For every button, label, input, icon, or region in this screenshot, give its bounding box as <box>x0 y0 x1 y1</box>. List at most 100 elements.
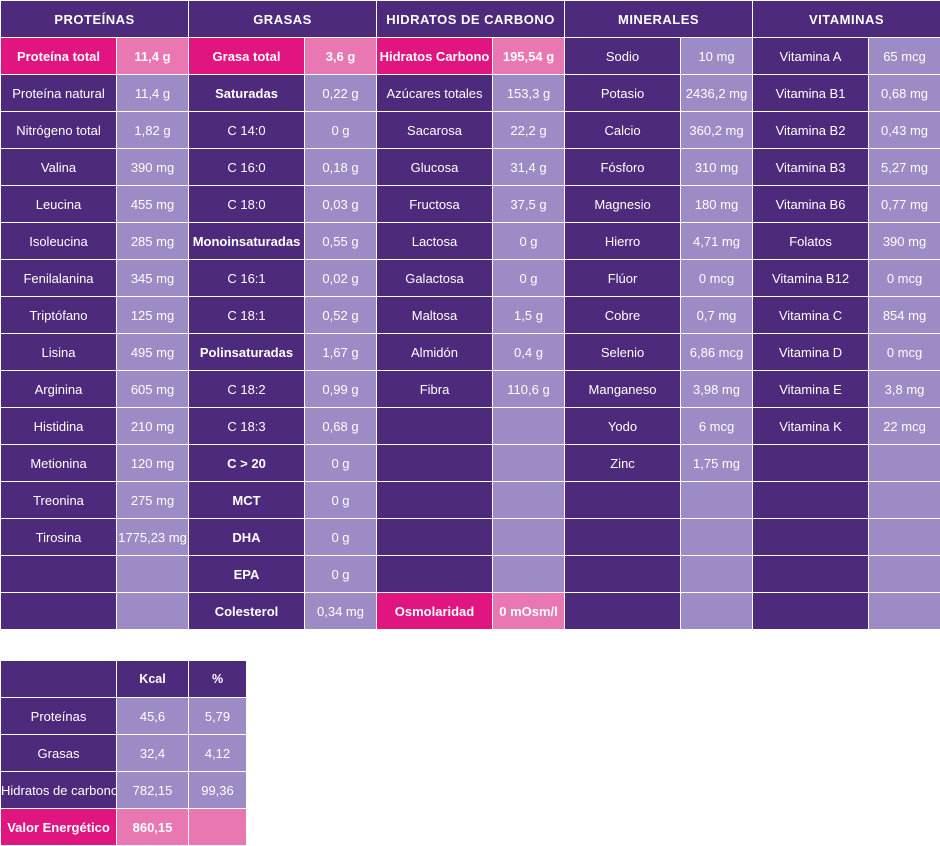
proteina-name-cell: Treonina <box>1 482 117 519</box>
proteina-value-cell: 605 mg <box>117 371 189 408</box>
hidrato-value-cell: 31,4 g <box>493 149 565 186</box>
vitamina-name-cell <box>753 593 869 630</box>
grasa-value-cell: 0 g <box>305 112 377 149</box>
mineral-value-cell: 180 mg <box>681 186 753 223</box>
mineral-name-cell: Calcio <box>565 112 681 149</box>
mineral-value-cell <box>681 556 753 593</box>
energy-kcal-cell: 32,4 <box>117 735 189 772</box>
proteina-name-cell: Proteína natural <box>1 75 117 112</box>
vitamina-value-cell: 65 mcg <box>869 38 940 75</box>
hidrato-value-cell: 153,3 g <box>493 75 565 112</box>
vitamina-name-cell: Vitamina B6 <box>753 186 869 223</box>
section-header-minerales: MINERALES <box>565 1 753 38</box>
energy-percent-cell <box>189 809 247 846</box>
energy-percent-cell: 4,12 <box>189 735 247 772</box>
vitamina-name-cell: Vitamina E <box>753 371 869 408</box>
hidrato-name-cell: Fructosa <box>377 186 493 223</box>
vitamina-value-cell <box>869 482 940 519</box>
mineral-name-cell: Sodio <box>565 38 681 75</box>
proteina-value-cell: 1,82 g <box>117 112 189 149</box>
energy-kcal-cell: 45,6 <box>117 698 189 735</box>
vitamina-value-cell: 0,68 mg <box>869 75 940 112</box>
hidrato-name-cell: Glucosa <box>377 149 493 186</box>
vitamina-value-cell: 390 mg <box>869 223 940 260</box>
proteina-name-cell: Valina <box>1 149 117 186</box>
proteina-value-cell: 11,4 g <box>117 75 189 112</box>
hidrato-name-cell: Almidón <box>377 334 493 371</box>
vitamina-name-cell <box>753 445 869 482</box>
proteina-value-cell: 120 mg <box>117 445 189 482</box>
proteina-name-cell: Triptófano <box>1 297 117 334</box>
mineral-value-cell: 0 mcg <box>681 260 753 297</box>
energy-header-percent: % <box>189 661 247 698</box>
hidrato-value-cell <box>493 445 565 482</box>
vitamina-name-cell <box>753 519 869 556</box>
mineral-name-cell: Selenio <box>565 334 681 371</box>
vitamina-value-cell: 5,27 mg <box>869 149 940 186</box>
proteina-value-cell <box>117 556 189 593</box>
vitamina-name-cell: Vitamina A <box>753 38 869 75</box>
hidrato-name-cell <box>377 556 493 593</box>
grasa-name-cell: EPA <box>189 556 305 593</box>
mineral-value-cell: 2436,2 mg <box>681 75 753 112</box>
section-header-proteinas: PROTEÍNAS <box>1 1 189 38</box>
mineral-name-cell: Yodo <box>565 408 681 445</box>
hidrato-name-cell: Galactosa <box>377 260 493 297</box>
vitamina-name-cell <box>753 556 869 593</box>
energy-kcal-cell: 860,15 <box>117 809 189 846</box>
mineral-name-cell: Potasio <box>565 75 681 112</box>
grasa-name-cell: Colesterol <box>189 593 305 630</box>
hidrato-name-cell <box>377 445 493 482</box>
hidrato-value-cell <box>493 408 565 445</box>
mineral-name-cell: Flúor <box>565 260 681 297</box>
vitamina-name-cell: Vitamina B3 <box>753 149 869 186</box>
grasa-value-cell: 0,34 mg <box>305 593 377 630</box>
proteina-name-cell: Proteína total <box>1 38 117 75</box>
vitamina-value-cell <box>869 556 940 593</box>
hidrato-name-cell: Lactosa <box>377 223 493 260</box>
energy-header-row: Kcal % <box>1 661 247 698</box>
hidrato-value-cell: 195,54 g <box>493 38 565 75</box>
hidrato-value-cell <box>493 556 565 593</box>
grasa-name-cell: C 16:1 <box>189 260 305 297</box>
grasa-value-cell: 0,18 g <box>305 149 377 186</box>
energy-percent-cell: 99,36 <box>189 772 247 809</box>
hidrato-value-cell: 0 mOsm/l <box>493 593 565 630</box>
grasa-value-cell: 0 g <box>305 556 377 593</box>
grasa-value-cell: 0 g <box>305 445 377 482</box>
vitamina-value-cell: 854 mg <box>869 297 940 334</box>
grasa-name-cell: DHA <box>189 519 305 556</box>
mineral-value-cell: 3,98 mg <box>681 371 753 408</box>
grasa-name-cell: C 16:0 <box>189 149 305 186</box>
grasa-name-cell: Polinsaturadas <box>189 334 305 371</box>
section-header-vitaminas: VITAMINAS <box>753 1 940 38</box>
mineral-value-cell: 4,71 mg <box>681 223 753 260</box>
mineral-value-cell <box>681 593 753 630</box>
grasa-value-cell: 0,99 g <box>305 371 377 408</box>
hidrato-value-cell: 37,5 g <box>493 186 565 223</box>
proteina-name-cell: Arginina <box>1 371 117 408</box>
mineral-name-cell: Magnesio <box>565 186 681 223</box>
energy-name-cell: Valor Energético <box>1 809 117 846</box>
section-header-hidratos: HIDRATOS DE CARBONO <box>377 1 565 38</box>
grasa-name-cell: C 18:3 <box>189 408 305 445</box>
vitamina-name-cell: Vitamina B2 <box>753 112 869 149</box>
proteina-value-cell: 125 mg <box>117 297 189 334</box>
grasa-name-cell: Grasa total <box>189 38 305 75</box>
vitamina-name-cell: Vitamina K <box>753 408 869 445</box>
proteina-name-cell: Tirosina <box>1 519 117 556</box>
mineral-value-cell: 10 mg <box>681 38 753 75</box>
vitamina-name-cell: Vitamina D <box>753 334 869 371</box>
section-header-grasas: GRASAS <box>189 1 377 38</box>
mineral-name-cell <box>565 482 681 519</box>
